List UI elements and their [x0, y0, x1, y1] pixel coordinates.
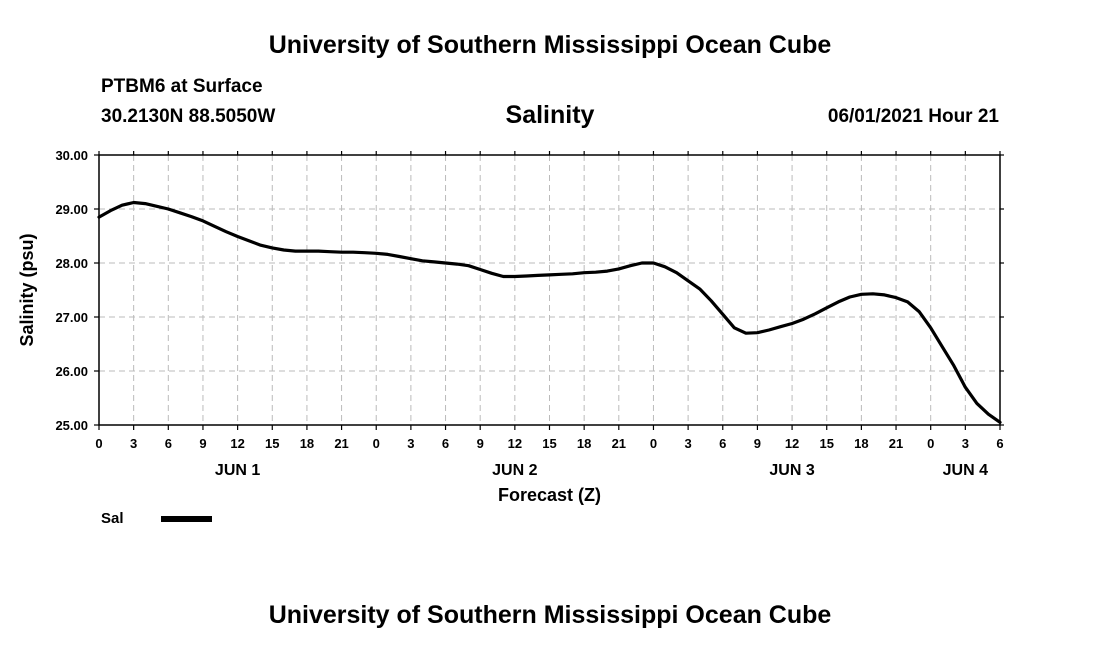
x-tick-label: 15: [542, 436, 556, 451]
y-tick-label: 30.00: [55, 148, 88, 163]
x-tick-label: 9: [199, 436, 206, 451]
legend-label: Sal: [101, 510, 124, 527]
y-axis-title: Salinity (psu): [17, 233, 37, 346]
day-label: JUN 1: [215, 462, 260, 479]
x-tick-label: 18: [854, 436, 868, 451]
legend-swatch: [161, 516, 212, 522]
chart-grid: [99, 155, 1000, 425]
x-tick-label: 6: [442, 436, 449, 451]
x-tick-label: 9: [477, 436, 484, 451]
x-tick-label: 6: [719, 436, 726, 451]
chart-title-bottom: University of Southern Mississippi Ocean…: [268, 601, 832, 629]
forecast-datetime: 06/01/2021 Hour 21: [827, 106, 999, 127]
x-tick-label: 9: [754, 436, 761, 451]
x-tick-label: 21: [334, 436, 348, 451]
x-tick-label: 12: [508, 436, 522, 451]
station-coordinates: 30.2130N 88.5050W: [101, 106, 276, 127]
chart-title-top: University of Southern Mississippi Ocean…: [268, 31, 832, 59]
x-tick-label: 0: [927, 436, 934, 451]
y-tick-label: 27.00: [55, 310, 88, 325]
x-tick-label: 18: [300, 436, 314, 451]
series-layer: [97, 200, 1002, 424]
x-tick-label: 3: [684, 436, 691, 451]
x-tick-label: 3: [130, 436, 137, 451]
variable-title: Salinity: [505, 101, 595, 129]
y-tick-label: 28.00: [55, 256, 88, 271]
x-tick-label: 15: [265, 436, 279, 451]
day-label: JUN 3: [769, 462, 814, 479]
y-tick-label: 26.00: [55, 364, 88, 379]
x-tick-label: 3: [962, 436, 969, 451]
x-tick-label: 21: [889, 436, 903, 451]
x-tick-label: 21: [612, 436, 626, 451]
x-tick-label: 0: [373, 436, 380, 451]
x-tick-label: 12: [785, 436, 799, 451]
day-label: JUN 4: [943, 462, 988, 479]
x-axis-title: Forecast (Z): [498, 485, 601, 505]
y-tick-label: 25.00: [55, 418, 88, 433]
series-line-sal: [97, 200, 1002, 424]
station-name: PTBM6 at Surface: [101, 76, 263, 97]
x-tick-label: 0: [95, 436, 102, 451]
x-tick-label: 0: [650, 436, 657, 451]
day-label: JUN 2: [492, 462, 537, 479]
y-tick-label: 29.00: [55, 202, 88, 217]
x-tick-label: 12: [230, 436, 244, 451]
x-tick-label: 3: [407, 436, 414, 451]
x-tick-label: 6: [996, 436, 1003, 451]
x-tick-label: 15: [819, 436, 833, 451]
x-tick-label: 18: [577, 436, 591, 451]
x-tick-label: 6: [165, 436, 172, 451]
tick-layer: 25.00 26.00 27.00 28.00 29.00 30.00 0 3 6 9 12 15 18…: [55, 148, 1004, 479]
